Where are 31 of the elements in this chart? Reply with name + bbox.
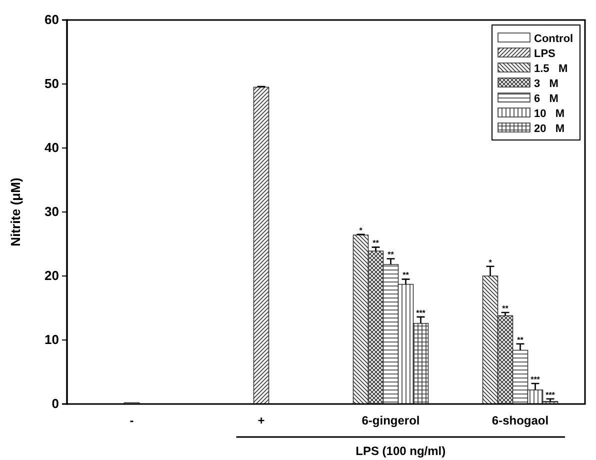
text: LPS (100 ng/ml) <box>356 444 446 458</box>
y-tick-label: 50 <box>44 76 59 92</box>
data-label: *** <box>546 390 556 400</box>
y-tick-label: 30 <box>44 204 59 220</box>
legend-label: Control <box>534 33 574 45</box>
data-label: ** <box>517 335 524 344</box>
data-label: ** <box>372 238 380 248</box>
bar <box>253 86 270 404</box>
y-tick-label: 10 <box>44 332 59 348</box>
data-label: ** <box>402 270 410 280</box>
y-tick-label: 20 <box>44 268 59 284</box>
y-tick-label: 0 <box>52 396 59 412</box>
data-label: ** <box>388 250 395 260</box>
legend-label: 1.5 M <box>534 63 568 75</box>
legend-label: 10 M <box>534 108 565 120</box>
y-tick-label: 40 <box>44 140 59 156</box>
y-axis-title: Nitrite (μM) <box>8 178 23 246</box>
data-label: * <box>488 258 493 267</box>
x-tick-label: 6-shogaol <box>492 414 549 428</box>
x-tick-label: + <box>258 414 265 428</box>
data-label: * <box>359 226 364 235</box>
legend-label: 6 M <box>534 93 558 105</box>
x-tick-label: - <box>130 414 134 428</box>
legend-label: 20 M <box>534 123 565 135</box>
data-label: ** <box>502 304 510 313</box>
legend-label: LPS <box>534 48 556 60</box>
legend-label: 3 M <box>534 78 558 90</box>
y-tick-label: 60 <box>44 12 59 28</box>
data-label: *** <box>530 375 541 384</box>
data-label: *** <box>416 308 426 318</box>
x-tick-label: 6-gingerol <box>362 414 420 428</box>
